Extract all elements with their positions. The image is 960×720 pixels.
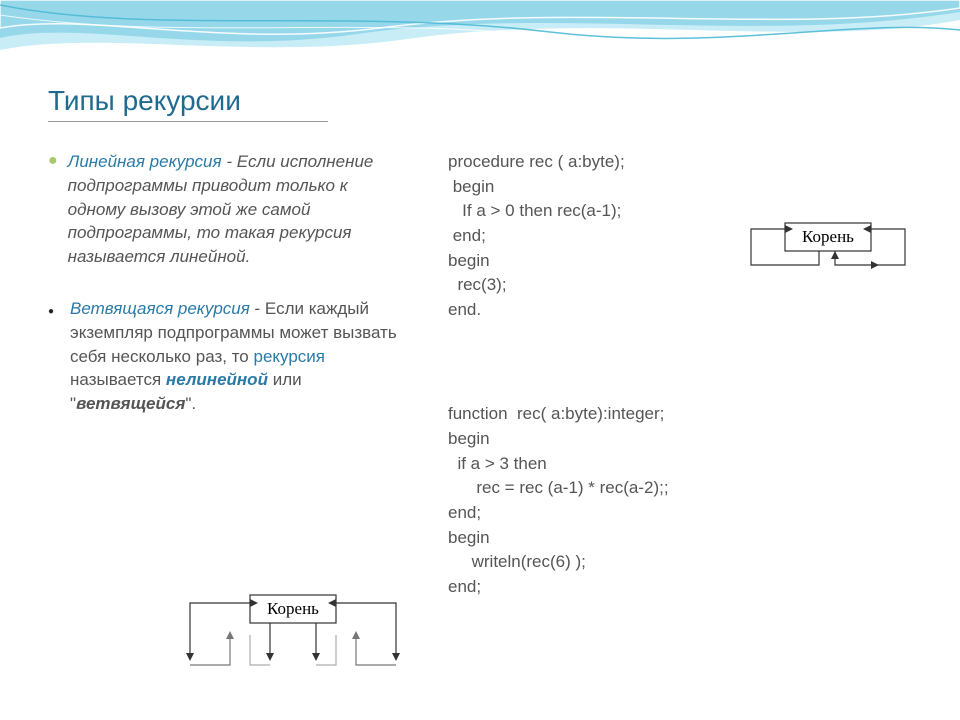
bullet-linear: ● Линейная рекурсия - Если исполнение по… (48, 150, 408, 269)
slide-content: Типы рекурсии ● Линейная рекурсия - Если… (0, 0, 960, 600)
bullet-linear-text: Линейная рекурсия - Если исполнение подп… (68, 150, 408, 269)
columns: ● Линейная рекурсия - Если исполнение по… (48, 150, 920, 600)
bullet-icon: ● (48, 150, 58, 269)
left-column: ● Линейная рекурсия - Если исполнение по… (48, 150, 408, 600)
bullet-branching-text: Ветвящаяся рекурсия - Если каждый экземп… (64, 297, 408, 416)
diagram-branching: Корень (140, 585, 430, 685)
b2-mid: называется (70, 370, 166, 389)
slide-title: Типы рекурсии (48, 85, 920, 117)
title-underline (48, 121, 328, 122)
code-function: function rec( a:byte):integer; begin if … (448, 402, 908, 599)
bullet-branching: ● Ветвящаяся рекурсия - Если каждый экзе… (48, 297, 408, 416)
term-branching: Ветвящаяся рекурсия (70, 299, 250, 318)
b2-end: ". (185, 394, 196, 413)
root-label-2: Корень (267, 599, 319, 618)
b2-bold2: ветвящейся (76, 394, 185, 413)
code-procedure: procedure rec ( a:byte); begin If a > 0 … (448, 150, 908, 322)
bullet-icon: ● (48, 301, 54, 416)
b2-bold1: нелинейной (166, 370, 268, 389)
right-column: procedure rec ( a:byte); begin If a > 0 … (448, 150, 908, 600)
b2-link: рекурсия (253, 347, 325, 366)
term-linear: Линейная рекурсия (68, 152, 222, 171)
